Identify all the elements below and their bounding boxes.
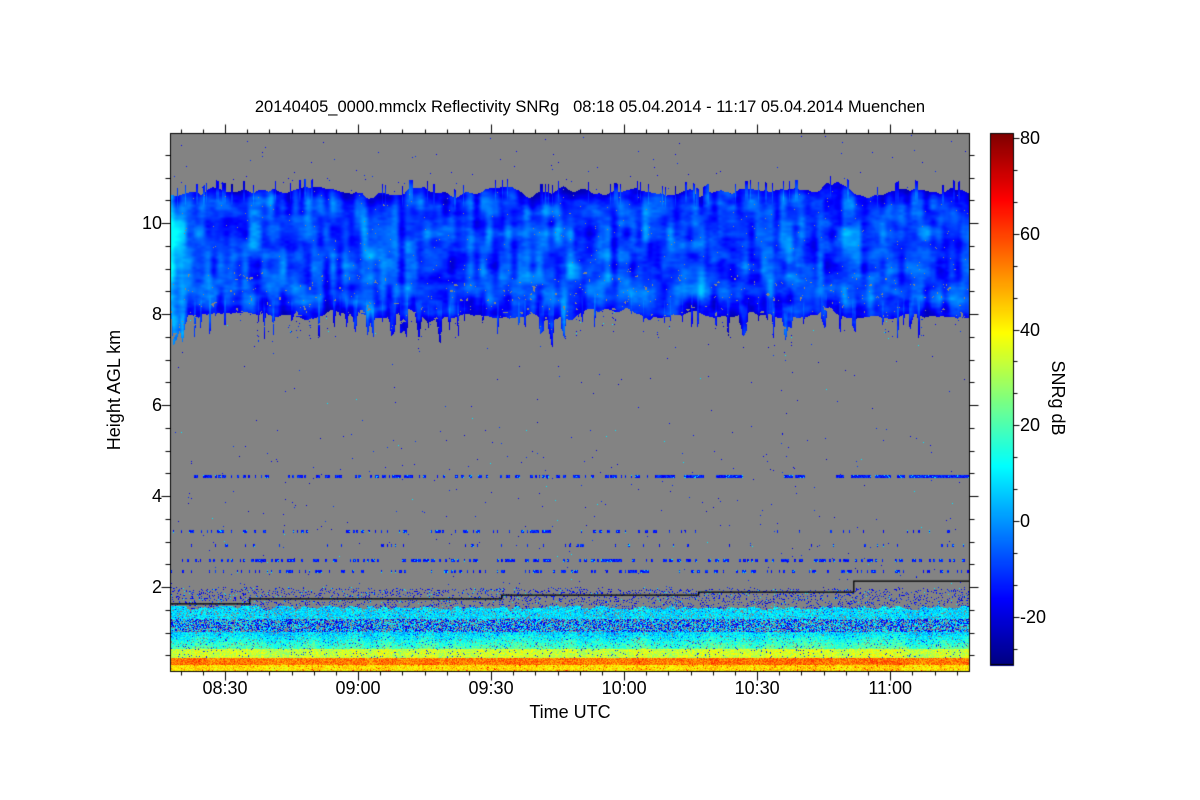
colorbar-tick-label: 20 — [1020, 415, 1041, 436]
x-tick-label: 10:00 — [601, 678, 647, 698]
colorbar-tick-label: 60 — [1020, 223, 1041, 244]
y-tick-label: 6 — [151, 395, 162, 415]
y-axis-label: Height AGL km — [104, 329, 124, 451]
x-tick-label: 09:00 — [335, 678, 381, 698]
y-tick-label: 2 — [151, 577, 162, 597]
page-title: 20140405_0000.mmclx Reflectivity SNRg 08… — [254, 98, 926, 116]
x-tick-label: 11:00 — [868, 678, 913, 698]
colorbar-tick-label: 40 — [1020, 319, 1041, 340]
x-axis-label: Time UTC — [529, 702, 611, 722]
colorbar-tick-label: 0 — [1020, 511, 1031, 532]
y-tick-label: 8 — [151, 304, 162, 324]
x-tick-label: 09:30 — [468, 678, 514, 698]
colorbar-tick-label: 80 — [1020, 127, 1041, 148]
x-tick-label: 08:30 — [202, 678, 248, 698]
y-tick-label: 4 — [151, 486, 162, 506]
x-tick-label: 10:30 — [734, 678, 780, 698]
colorbar-tick-label: -20 — [1020, 607, 1047, 628]
y-tick-label: 10 — [141, 213, 162, 233]
